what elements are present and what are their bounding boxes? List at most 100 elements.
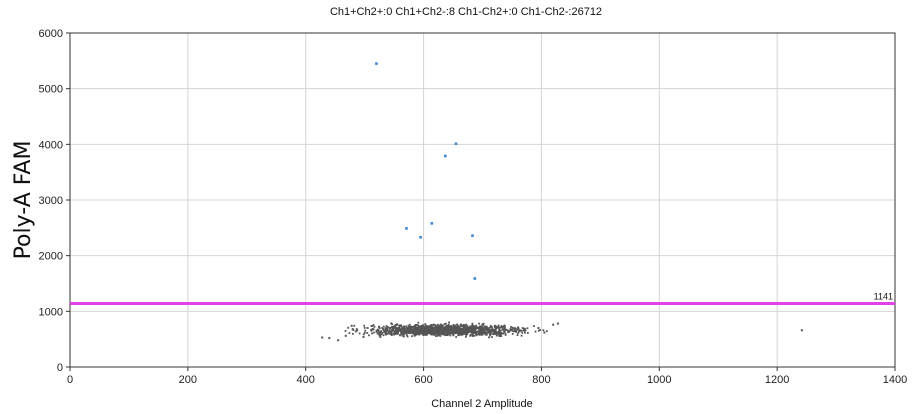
negative-droplet-point: [456, 324, 459, 327]
negative-droplet-point: [462, 326, 465, 329]
negative-droplet-point: [497, 324, 500, 327]
negative-droplet-point: [415, 327, 418, 330]
negative-droplet-point: [447, 325, 450, 327]
negative-droplet-point: [429, 325, 432, 328]
negative-droplet-point: [375, 329, 378, 332]
negative-droplet-point: [466, 328, 469, 330]
negative-droplet-point: [387, 326, 390, 329]
x-tick-label: 1200: [765, 374, 789, 386]
negative-droplet-point: [462, 328, 464, 331]
negative-droplet-point: [375, 331, 378, 333]
negative-droplet-point: [387, 332, 389, 335]
negative-droplet-point: [415, 332, 418, 334]
negative-droplet-point: [425, 327, 428, 330]
negative-droplet-point: [476, 333, 478, 336]
negative-droplet-point: [353, 324, 356, 327]
negative-droplet-point: [460, 332, 462, 334]
negative-droplet-point: [470, 331, 473, 334]
negative-droplet-point: [495, 334, 498, 337]
negative-droplet-point: [471, 335, 474, 337]
negative-droplet-point: [523, 329, 526, 332]
negative-droplet-point: [446, 327, 449, 330]
negative-droplet-point: [469, 325, 472, 328]
negative-droplet-point: [394, 331, 396, 334]
negative-droplet-point: [482, 322, 485, 325]
negative-droplet-point: [500, 325, 503, 327]
negative-droplet-point: [524, 328, 527, 330]
negative-droplet-point: [370, 329, 373, 331]
negative-droplet-point: [436, 323, 439, 326]
negative-droplet-point: [395, 329, 398, 332]
negative-droplet-point: [515, 331, 518, 333]
negative-droplet-point: [432, 323, 435, 326]
negative-droplet-point: [444, 333, 447, 336]
negative-droplet-point: [545, 330, 548, 333]
negative-droplet-point: [385, 325, 388, 327]
negative-droplet-point: [430, 323, 433, 326]
negative-droplet-point: [486, 331, 489, 334]
negative-droplet-point: [411, 326, 414, 329]
negative-droplet-point: [483, 330, 486, 332]
threshold-label: 1141: [874, 291, 893, 301]
negative-droplet-point: [416, 324, 419, 326]
negative-droplet-point: [401, 333, 404, 336]
y-tick-label: 5000: [39, 84, 63, 96]
negative-droplet-point: [431, 326, 434, 329]
negative-droplet-point: [448, 321, 450, 324]
negative-droplet-point: [386, 333, 388, 335]
negative-droplet-point: [497, 326, 500, 329]
negative-droplet-point: [350, 324, 353, 327]
negative-droplet-point: [434, 332, 437, 335]
negative-droplet-point: [417, 330, 420, 333]
negative-droplet-point: [485, 325, 488, 328]
negative-droplet-point: [403, 333, 406, 336]
negative-droplet-point: [414, 329, 417, 332]
negative-droplet-point: [420, 331, 423, 333]
negative-droplet-point: [383, 331, 386, 334]
negative-droplet-point: [480, 325, 483, 328]
negative-droplet-point: [463, 323, 465, 326]
negative-droplet-point: [394, 324, 397, 327]
negative-droplet-point: [537, 327, 540, 330]
negative-droplet-point: [486, 328, 489, 331]
negative-droplet-point: [406, 327, 408, 330]
negative-droplet-point: [471, 333, 474, 336]
negative-droplet-point: [520, 334, 523, 337]
negative-droplet-point: [457, 331, 460, 333]
negative-droplet-point: [487, 330, 490, 333]
negative-droplet-point: [432, 327, 435, 330]
negative-droplet-point: [464, 330, 467, 333]
negative-droplet-point: [413, 324, 416, 327]
negative-droplet-point: [511, 329, 514, 332]
negative-droplet-point: [521, 331, 524, 334]
negative-droplet-point: [502, 332, 505, 335]
negative-droplet-point: [434, 324, 436, 326]
negative-droplet-point: [507, 331, 509, 334]
negative-droplet-point: [372, 324, 375, 326]
negative-droplet-point: [422, 328, 425, 331]
negative-droplet-point: [469, 333, 472, 336]
negative-droplet-point: [408, 332, 411, 335]
negative-droplet-point: [440, 329, 442, 331]
negative-droplet-point: [408, 327, 411, 330]
negative-droplet-point: [459, 325, 462, 328]
negative-droplet-point: [526, 327, 529, 330]
negative-droplet-point: [422, 324, 424, 327]
negative-droplet-point: [533, 325, 535, 327]
negative-droplet-point: [381, 332, 384, 334]
negative-droplet-point: [456, 328, 459, 330]
negative-droplet-point: [477, 327, 480, 330]
negative-droplet-point: [437, 329, 440, 332]
negative-droplet-point: [487, 329, 490, 332]
negative-droplet-point: [539, 329, 541, 331]
negative-droplet-point: [378, 325, 381, 328]
negative-droplet-point: [378, 332, 381, 335]
negative-droplet-point: [399, 330, 402, 333]
negative-droplet-point: [433, 329, 436, 331]
negative-droplet-point: [479, 332, 482, 335]
negative-droplet-point: [447, 326, 450, 329]
negative-droplet-point: [384, 329, 387, 332]
negative-droplet-point: [393, 333, 396, 336]
negative-droplet-point: [492, 332, 495, 335]
negative-droplet-point: [406, 334, 408, 337]
